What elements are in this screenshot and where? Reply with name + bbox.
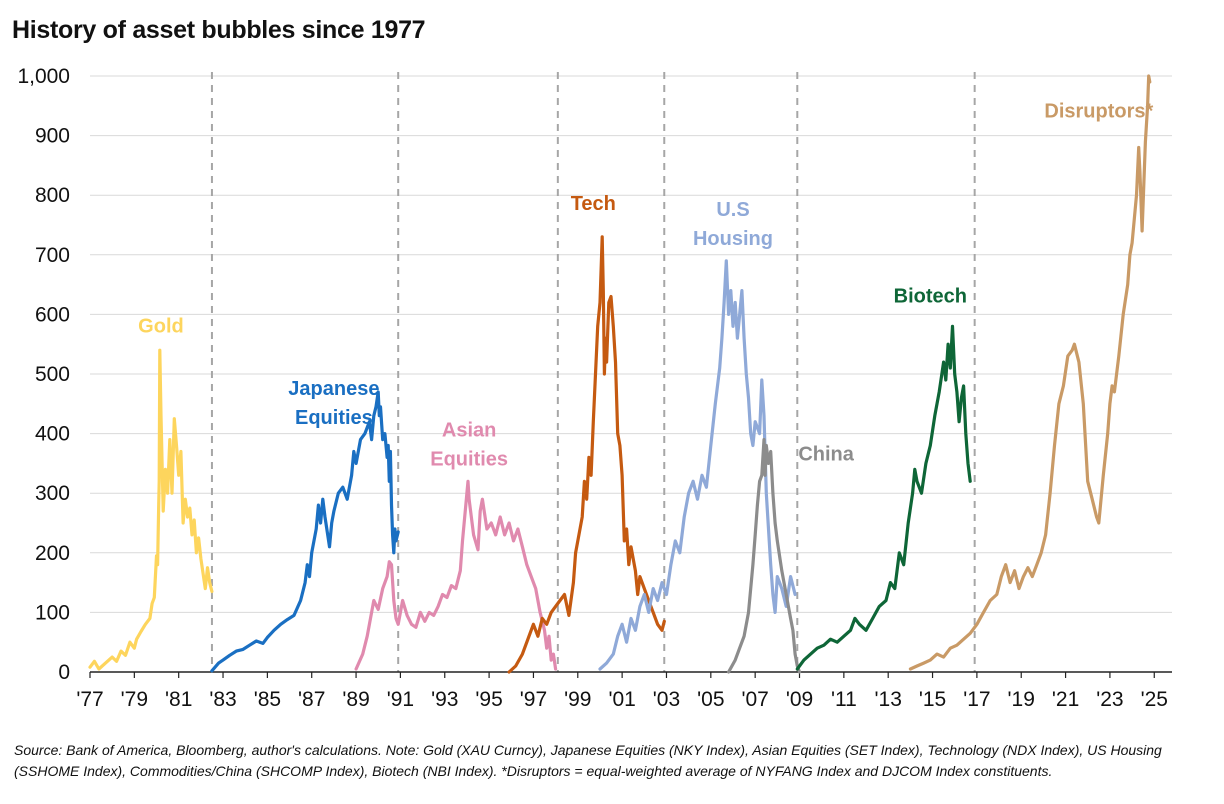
series-label-line: Disruptors* [1044,101,1153,123]
y-tick-label: 1,000 [17,65,70,88]
x-tick-label: '03 [653,688,680,711]
series-label: Tech [571,193,616,215]
x-tick-label: '17 [963,688,990,711]
x-tick-label: '23 [1096,688,1123,711]
y-tick-label: 300 [35,482,70,505]
series-label: Japanese Equities [288,378,379,429]
x-tick-label: '77 [76,688,103,711]
series-label: China [798,443,854,465]
x-tick-label: '01 [608,688,635,711]
x-tick-label: '09 [786,688,813,711]
series-labels: Gold Japanese Equities Asian Equities Tech U.S… [138,101,1153,471]
x-tick-label: '95 [475,688,502,711]
y-tick-label: 600 [35,303,70,326]
series-line-biotech [797,326,970,669]
x-tick-label: '87 [298,688,325,711]
y-tick-label: 500 [35,363,70,386]
x-tick-label: '79 [121,688,148,711]
series-label-line: Asian [442,420,496,442]
series-label: Asian Equities [430,420,508,471]
x-tick-label: '13 [875,688,902,711]
series-label-line: Gold [138,315,184,337]
x-tick-label: '15 [919,688,946,711]
x-tick-label: '89 [342,688,369,711]
y-tick-label: 100 [35,601,70,624]
series-label-line: U.S [716,199,749,221]
series-label-line: Equities [295,407,373,429]
series-label: Biotech [894,285,967,307]
series-label: Disruptors* [1044,101,1153,123]
x-tick-label: '85 [254,688,281,711]
series-label: Gold [138,315,184,337]
series-label-line: China [798,443,854,465]
y-tick-label: 700 [35,244,70,267]
x-tick-label: '93 [431,688,458,711]
y-tick-label: 200 [35,542,70,565]
y-tick-label: 400 [35,423,70,446]
gridlines [90,76,1172,612]
x-tick-label: '99 [564,688,591,711]
x-tick-label: '19 [1008,688,1035,711]
series-line-china [729,440,800,672]
x-tick-label: '21 [1052,688,1079,711]
x-tick-label: '11 [831,688,857,711]
series-label-line: Equities [430,449,508,471]
series-label-line: Tech [571,193,616,215]
x-tick-label: '25 [1141,688,1168,711]
y-tick-label: 900 [35,125,70,148]
x-tick-label: '07 [741,688,768,711]
series-label-line: Japanese [288,378,379,400]
x-tick-label: '91 [387,688,414,711]
y-tick-label: 0 [58,661,70,684]
series-label-line: Housing [693,228,773,250]
series-label-line: Biotech [894,285,967,307]
x-tick-label: '81 [165,688,192,711]
x-tick-label: '83 [209,688,236,711]
source-note: Source: Bank of America, Bloomberg, auth… [14,740,1214,782]
x-tick-label: '05 [697,688,724,711]
x-tick-label: '97 [520,688,547,711]
y-tick-label: 800 [35,184,70,207]
era-dividers [212,72,975,672]
series-label: U.S Housing [693,199,773,250]
series-line-gold [90,350,212,669]
